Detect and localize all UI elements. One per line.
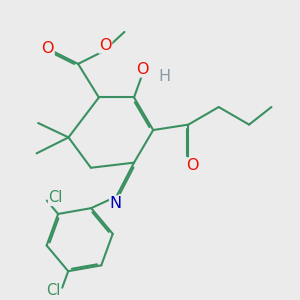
Text: O: O xyxy=(99,38,112,53)
Text: Cl: Cl xyxy=(46,283,60,298)
Text: O: O xyxy=(186,158,198,173)
Text: H: H xyxy=(158,69,170,84)
Text: O: O xyxy=(41,41,54,56)
Text: N: N xyxy=(110,196,122,211)
Text: Cl: Cl xyxy=(49,190,63,206)
Text: O: O xyxy=(136,62,149,77)
